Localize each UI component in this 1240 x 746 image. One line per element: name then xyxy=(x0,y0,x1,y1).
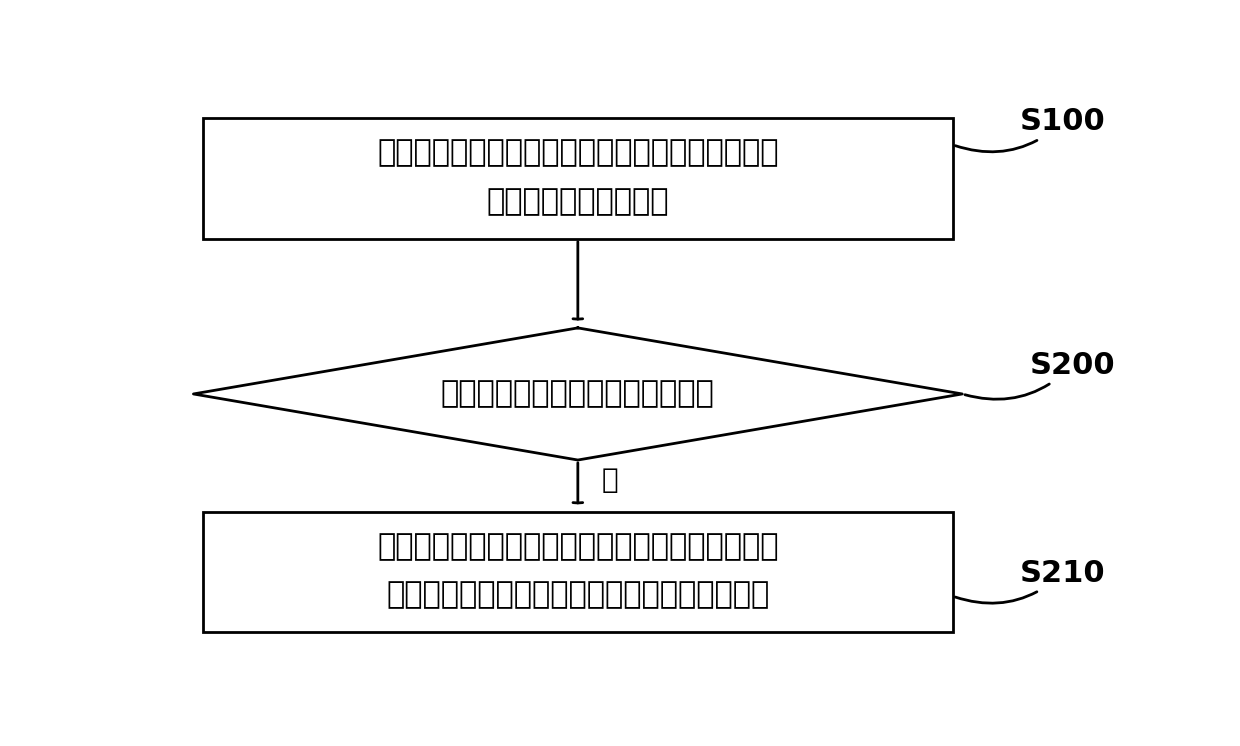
Text: 域，并根据所述胎儿头围区域计算出胎儿的头围: 域，并根据所述胎儿头围区域计算出胎儿的头围 xyxy=(386,580,770,609)
Text: 获取超声图像中的最长边缘线的位置，并根据所述: 获取超声图像中的最长边缘线的位置，并根据所述 xyxy=(377,138,779,167)
Text: 位置进行指定区域搜寻: 位置进行指定区域搜寻 xyxy=(486,187,670,216)
Text: 判断是否成功搜寻出所述指定区域: 判断是否成功搜寻出所述指定区域 xyxy=(441,380,714,409)
Text: 是: 是 xyxy=(601,466,619,494)
Bar xyxy=(203,118,952,239)
Text: 将搜寻结果通过指定方式进行合并获得胎儿头围区: 将搜寻结果通过指定方式进行合并获得胎儿头围区 xyxy=(377,532,779,561)
Text: S210: S210 xyxy=(955,559,1106,604)
Text: S100: S100 xyxy=(955,107,1106,151)
Text: S200: S200 xyxy=(965,351,1115,399)
Bar xyxy=(203,512,952,633)
